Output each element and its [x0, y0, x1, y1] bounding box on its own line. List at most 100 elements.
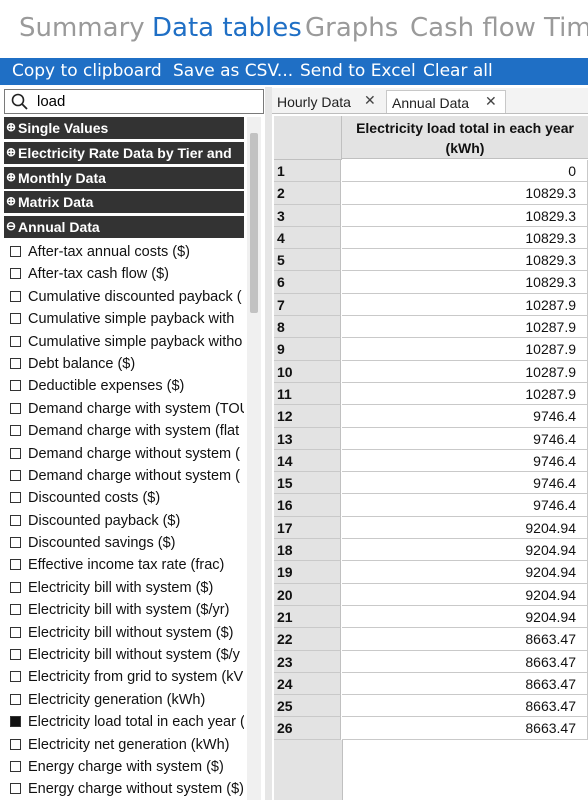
- row-header[interactable]: 18: [274, 539, 341, 562]
- clear-all-button[interactable]: Clear all: [423, 61, 493, 81]
- expand-icon[interactable]: ⊕: [6, 169, 17, 184]
- group-header[interactable]: ⊕ Single Values: [4, 117, 244, 139]
- search-input[interactable]: load: [4, 89, 264, 114]
- row-header[interactable]: 26: [274, 717, 341, 740]
- tab-annual-data[interactable]: Annual Data ✕: [386, 90, 506, 113]
- row-header[interactable]: 10: [274, 360, 341, 383]
- list-item[interactable]: Effective income tax rate (frac): [4, 554, 244, 576]
- checkbox[interactable]: [10, 559, 21, 571]
- group-header[interactable]: ⊖ Annual Data: [4, 216, 244, 239]
- table-cell[interactable]: 9204.94: [342, 561, 588, 584]
- list-item[interactable]: Cumulative simple payback witho: [4, 331, 244, 353]
- list-item[interactable]: After-tax cash flow ($): [4, 263, 244, 285]
- table-cell[interactable]: 9204.94: [342, 583, 588, 606]
- list-item[interactable]: Electricity bill with system ($/yr): [4, 599, 244, 621]
- group-header[interactable]: ⊕ Monthly Data: [4, 166, 244, 189]
- checkbox[interactable]: [10, 268, 21, 280]
- save-as-csv-button[interactable]: Save as CSV...: [173, 61, 294, 81]
- row-header[interactable]: 20: [274, 583, 341, 606]
- row-header[interactable]: 13: [274, 427, 341, 450]
- row-header[interactable]: 3: [274, 204, 341, 227]
- tab-cash-flow[interactable]: Cash flow: [410, 13, 536, 43]
- row-header[interactable]: 2: [274, 182, 341, 205]
- tab-graphs[interactable]: Graphs: [305, 13, 399, 43]
- checkbox[interactable]: [10, 693, 21, 705]
- close-icon[interactable]: ✕: [364, 92, 376, 108]
- tab-summary[interactable]: Summary: [19, 13, 145, 43]
- table-cell[interactable]: 10829.3: [342, 182, 588, 205]
- row-header[interactable]: 17: [274, 516, 341, 540]
- collapse-icon[interactable]: ⊖: [6, 219, 17, 234]
- table-cell[interactable]: 10287.9: [342, 360, 588, 383]
- tab-time-series[interactable]: Tim: [544, 13, 588, 43]
- checkbox[interactable]: [10, 469, 21, 481]
- row-header[interactable]: 16: [274, 494, 341, 517]
- row-header[interactable]: 15: [274, 472, 341, 495]
- row-header[interactable]: 12: [274, 405, 341, 428]
- checkbox[interactable]: [10, 335, 21, 347]
- row-header[interactable]: 11: [274, 382, 341, 406]
- checkbox[interactable]: [10, 245, 21, 257]
- tab-data-tables[interactable]: Data tables: [152, 13, 302, 43]
- checkbox[interactable]: [10, 649, 21, 661]
- table-cell[interactable]: 9746.4: [342, 405, 588, 428]
- checkbox[interactable]: [10, 357, 21, 369]
- row-header[interactable]: 6: [274, 271, 341, 294]
- table-cell[interactable]: 8663.47: [342, 695, 588, 718]
- checkbox[interactable]: [10, 492, 21, 504]
- list-item[interactable]: Deductible expenses ($): [4, 375, 244, 397]
- checkbox[interactable]: [10, 402, 21, 414]
- close-icon[interactable]: ✕: [485, 93, 497, 109]
- expand-icon[interactable]: ⊕: [6, 144, 17, 159]
- checkbox[interactable]: [10, 537, 21, 549]
- list-item[interactable]: Debt balance ($): [4, 353, 244, 375]
- list-item[interactable]: Demand charge with system (flat: [4, 420, 244, 442]
- list-item[interactable]: Electricity from grid to system (kV: [4, 666, 244, 688]
- table-cell[interactable]: 8663.47: [342, 672, 588, 696]
- list-item[interactable]: Cumulative simple payback with: [4, 308, 244, 330]
- tab-hourly-data[interactable]: Hourly Data ✕: [272, 90, 382, 112]
- row-header[interactable]: 19: [274, 561, 341, 584]
- list-item[interactable]: Energy charge with system ($): [4, 756, 244, 778]
- group-header[interactable]: ⊕ Matrix Data: [4, 191, 244, 214]
- list-item[interactable]: Discounted payback ($): [4, 510, 244, 532]
- panel-splitter[interactable]: [265, 87, 272, 800]
- checkbox[interactable]: [10, 760, 21, 772]
- row-header[interactable]: 23: [274, 650, 341, 673]
- table-cell[interactable]: 9746.4: [342, 449, 588, 473]
- list-item[interactable]: Electricity bill without system ($): [4, 622, 244, 644]
- list-item[interactable]: Discounted savings ($): [4, 532, 244, 554]
- checkbox[interactable]: [10, 626, 21, 638]
- copy-to-clipboard-button[interactable]: Copy to clipboard: [12, 61, 162, 81]
- checkbox[interactable]: [10, 425, 21, 437]
- table-cell[interactable]: 10287.9: [342, 293, 588, 317]
- row-header[interactable]: 7: [274, 293, 341, 317]
- row-header[interactable]: 9: [274, 338, 341, 361]
- table-cell[interactable]: 9204.94: [342, 516, 588, 540]
- row-header[interactable]: 22: [274, 628, 341, 651]
- list-item[interactable]: Demand charge with system (TOU: [4, 398, 244, 420]
- send-to-excel-button[interactable]: Send to Excel: [300, 61, 416, 81]
- table-cell[interactable]: 10829.3: [342, 226, 588, 250]
- checkbox[interactable]: [10, 671, 21, 683]
- checkbox[interactable]: [10, 738, 21, 750]
- scrollbar-thumb[interactable]: [250, 133, 258, 313]
- table-cell[interactable]: 9746.4: [342, 494, 588, 517]
- checkbox[interactable]: [10, 581, 21, 593]
- checkbox[interactable]: [10, 604, 21, 616]
- table-cell[interactable]: 10829.3: [342, 204, 588, 227]
- checkbox[interactable]: [10, 380, 21, 392]
- row-header[interactable]: 4: [274, 226, 341, 250]
- list-item[interactable]: Demand charge without system (: [4, 465, 244, 487]
- table-cell[interactable]: 8663.47: [342, 717, 588, 740]
- row-header[interactable]: 24: [274, 672, 341, 696]
- list-item[interactable]: After-tax annual costs ($): [4, 241, 244, 263]
- table-cell[interactable]: 10287.9: [342, 338, 588, 361]
- checkbox[interactable]: [10, 514, 21, 526]
- list-item[interactable]: Energy charge without system ($): [4, 778, 244, 800]
- table-cell[interactable]: 0: [342, 160, 588, 183]
- list-item[interactable]: Electricity bill with system ($): [4, 577, 244, 599]
- checkbox[interactable]: [10, 313, 21, 325]
- expand-icon[interactable]: ⊕: [6, 194, 17, 209]
- list-item[interactable]: Discounted costs ($): [4, 487, 244, 509]
